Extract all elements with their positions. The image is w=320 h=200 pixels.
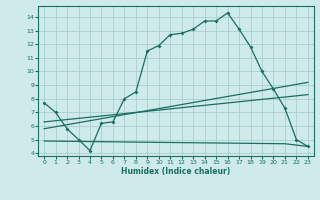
X-axis label: Humidex (Indice chaleur): Humidex (Indice chaleur): [121, 167, 231, 176]
